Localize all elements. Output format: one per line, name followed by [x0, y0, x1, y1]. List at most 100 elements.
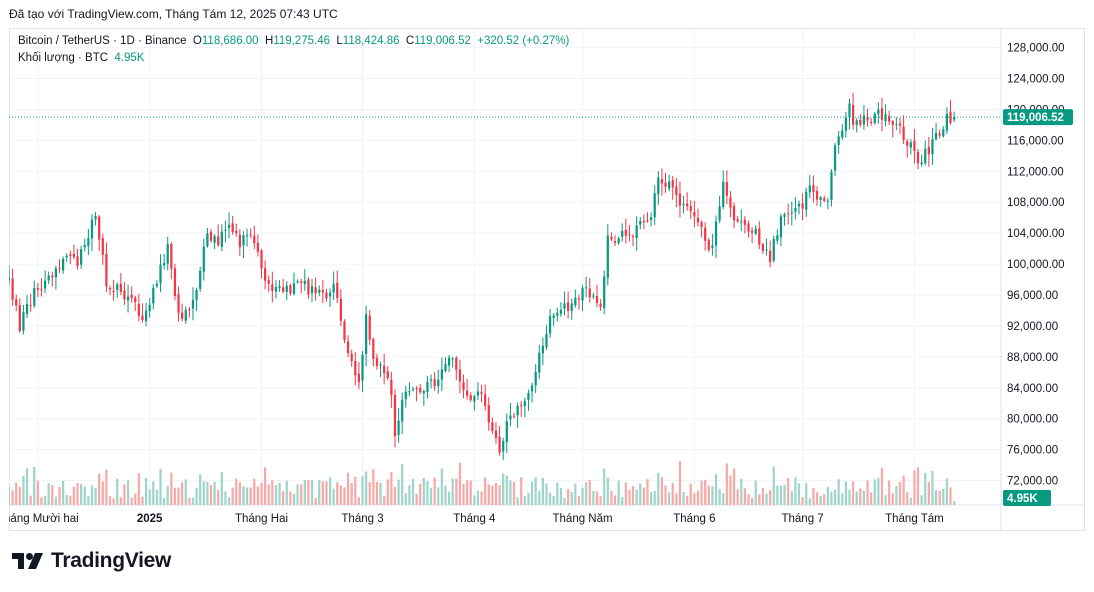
volume-bar	[776, 485, 779, 505]
volume-bar	[451, 478, 454, 505]
candle-body	[242, 235, 245, 246]
candle-body	[451, 358, 454, 360]
volume-bar	[599, 496, 602, 505]
volume-bar	[383, 496, 386, 505]
legend-symbol[interactable]: Bitcoin / TetherUS · 1D · Binance	[18, 35, 187, 47]
volume-bar	[372, 469, 375, 505]
candle-body	[664, 182, 667, 187]
volume-bar	[455, 478, 458, 505]
volume-bar	[33, 466, 36, 505]
candle-body	[924, 148, 927, 164]
candle-body	[577, 298, 581, 300]
candle-body	[671, 180, 674, 188]
candle-body	[707, 239, 710, 250]
volume-bar	[581, 487, 584, 505]
volume-bar	[732, 468, 736, 505]
candle-body	[224, 229, 227, 231]
volume-legend: Khối lượng · BTC 4.95K	[18, 52, 144, 64]
candle-body	[339, 298, 342, 321]
candlestick-chart[interactable]: 72,000.00 76,000.00 80,000.00 84,000.00 88,0…	[9, 28, 1085, 531]
legend-open-value: 118,686.00	[201, 35, 259, 47]
candle-body	[404, 391, 407, 400]
candle-body	[105, 253, 108, 287]
volume-bar	[934, 490, 938, 505]
candle-body	[181, 312, 184, 319]
volume-bar	[267, 484, 270, 505]
volume-bar	[325, 481, 328, 505]
x-tick-label: Tháng Hai	[235, 513, 288, 525]
volume-bar	[729, 475, 732, 505]
volume-legend-label[interactable]: Khối lượng · BTC	[18, 52, 109, 64]
candle-body	[660, 179, 664, 184]
candle-body	[520, 405, 523, 407]
volume-bar	[11, 490, 14, 505]
volume-bar	[491, 485, 494, 505]
candle-body	[736, 219, 739, 222]
candle-body	[794, 208, 797, 212]
candle-body	[480, 392, 483, 394]
volume-bar	[779, 485, 783, 505]
volume-bar	[595, 491, 599, 505]
candle-body	[714, 221, 718, 246]
candle-body	[682, 204, 685, 206]
candle-body	[617, 238, 620, 243]
candle-body	[938, 133, 941, 136]
candle-body	[361, 354, 364, 381]
volume-bar	[22, 475, 25, 505]
candle-body	[419, 387, 422, 393]
volume-bar	[343, 487, 346, 505]
candle-body	[415, 387, 418, 390]
volume-bar	[577, 495, 581, 505]
volume-bar	[520, 477, 523, 505]
tradingview-logo-text: TradingView	[51, 549, 172, 572]
candle-body	[895, 124, 898, 126]
volume-bar	[346, 472, 350, 505]
volume-bar	[116, 478, 119, 505]
candle-body	[108, 287, 112, 290]
candle-body	[54, 268, 58, 278]
x-tick-label: Tháng Tám	[885, 513, 944, 525]
volume-bar	[375, 481, 379, 505]
volume-bar	[249, 487, 252, 505]
candle-body	[76, 256, 79, 266]
volume-bar	[191, 497, 195, 505]
candle-body	[646, 220, 649, 222]
volume-bar	[170, 472, 173, 505]
candle-body	[873, 113, 876, 124]
candle-body	[916, 151, 920, 164]
volume-bar	[466, 480, 469, 505]
volume-bar	[162, 498, 166, 505]
volume-bar	[740, 478, 743, 505]
candle-body	[787, 213, 790, 215]
volume-bar	[148, 489, 151, 505]
volume-bar	[144, 478, 148, 505]
x-tick-label: 2025	[137, 513, 163, 525]
volume-bar	[664, 485, 667, 505]
candle-body	[534, 372, 537, 386]
volume-bar	[711, 486, 714, 505]
volume-bar	[87, 496, 90, 505]
volume-bar	[25, 468, 29, 505]
volume-bar	[826, 486, 829, 505]
volume-bar	[837, 479, 840, 505]
volume-bar	[877, 477, 880, 505]
candle-body	[851, 104, 855, 125]
x-tick-label: Tháng Năm	[553, 513, 613, 525]
y-tick-label: 100,000.00	[1007, 259, 1065, 271]
candle-body	[732, 205, 736, 221]
candle-body	[11, 278, 14, 300]
volume-bar	[462, 483, 465, 505]
tradingview-logo[interactable]: TradingView	[11, 549, 171, 573]
volume-bar	[213, 481, 216, 505]
volume-bar	[256, 486, 260, 505]
candle-body	[678, 193, 682, 206]
volume-bar	[682, 492, 685, 505]
candle-body	[862, 115, 866, 125]
volume-bar	[368, 482, 371, 505]
candle-body	[116, 284, 119, 290]
last-volume-label: 4.95K	[1007, 493, 1038, 505]
candle-body	[87, 238, 90, 247]
volume-bar	[942, 488, 945, 505]
candle-body	[599, 303, 602, 307]
volume-bar	[653, 490, 656, 505]
